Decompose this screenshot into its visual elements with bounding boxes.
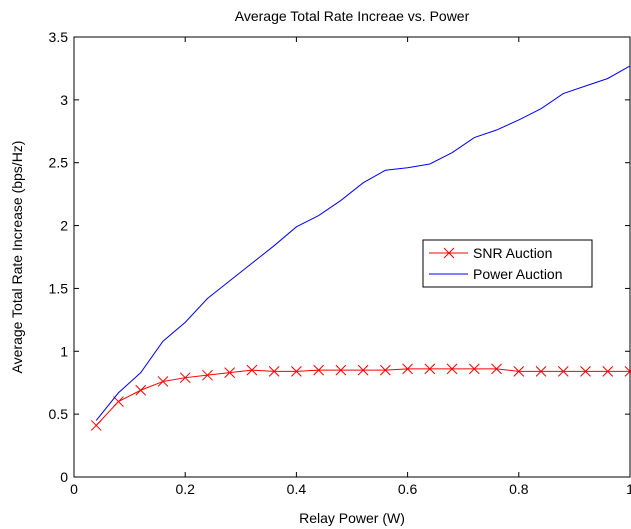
data-point-marker xyxy=(513,366,525,377)
data-point-marker xyxy=(468,363,480,375)
data-point-marker xyxy=(157,376,169,387)
data-point-marker xyxy=(291,366,302,377)
data-point-marker xyxy=(268,366,280,377)
y-tick-label: 3.5 xyxy=(49,29,69,45)
data-point-marker xyxy=(380,364,391,376)
legend-marker-snr xyxy=(443,247,455,259)
data-point-marker xyxy=(335,364,347,376)
y-tick-label: 1.5 xyxy=(49,280,69,296)
y-tick-label: 1 xyxy=(60,343,68,359)
x-tick-label: 0.2 xyxy=(175,481,195,497)
series-layer xyxy=(90,65,631,431)
legend: SNR Auction Power Auction xyxy=(422,239,593,288)
x-tick-label: 1 xyxy=(626,481,631,497)
y-tick-label: 2 xyxy=(60,218,68,234)
legend-label-snr: SNR Auction xyxy=(473,245,552,261)
data-point-marker xyxy=(90,420,102,431)
x-axis-label: Relay Power (W) xyxy=(299,510,405,526)
data-point-marker xyxy=(535,366,547,377)
y-axis-label: Average Total Rate Increase (bps/Hz) xyxy=(9,141,25,374)
data-point-marker xyxy=(402,363,413,375)
data-point-marker xyxy=(624,366,631,377)
data-point-marker xyxy=(557,366,569,377)
y-tick-label: 0 xyxy=(60,469,68,485)
data-point-marker xyxy=(491,363,502,375)
y-tick-label: 3 xyxy=(60,92,68,108)
x-tick-label: 0 xyxy=(70,481,78,497)
x-tick-label: 0.4 xyxy=(287,481,307,497)
data-point-marker xyxy=(357,364,369,376)
series-line-1 xyxy=(95,65,631,421)
legend-label-power: Power Auction xyxy=(473,266,563,282)
y-tick-label: 0.5 xyxy=(49,406,69,422)
legend-box xyxy=(422,239,593,288)
data-point-marker xyxy=(224,367,236,379)
chart-title: Average Total Rate Increae vs. Power xyxy=(235,8,470,24)
data-point-marker xyxy=(246,364,258,376)
data-point-marker xyxy=(424,363,436,375)
data-point-marker xyxy=(113,396,124,407)
data-point-marker xyxy=(602,366,614,377)
data-point-marker xyxy=(135,384,147,396)
x-tick-label: 0.8 xyxy=(509,481,529,497)
data-point-marker xyxy=(446,363,458,375)
y-axis: 0 0.5 1 1.5 2 2.5 3 3.5 xyxy=(49,29,630,485)
data-point-marker xyxy=(580,366,591,377)
y-tick-label: 2.5 xyxy=(49,155,69,171)
data-point-marker xyxy=(202,369,213,381)
data-point-marker xyxy=(179,372,191,384)
x-axis: 0 0.2 0.4 0.6 0.8 1 xyxy=(70,37,631,497)
x-tick-label: 0.6 xyxy=(398,481,418,497)
data-point-marker xyxy=(313,364,324,376)
